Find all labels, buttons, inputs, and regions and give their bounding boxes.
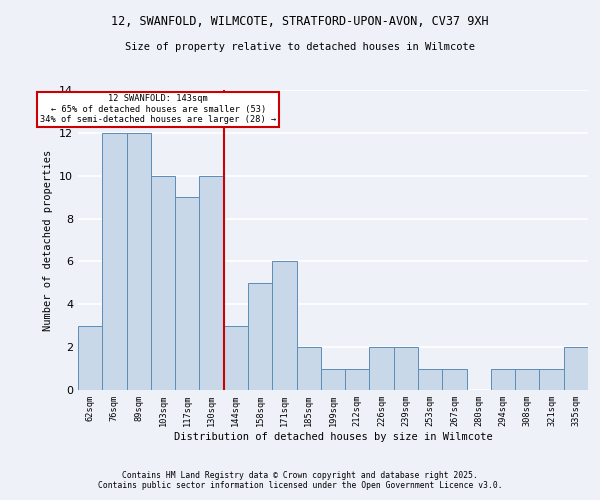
Bar [272,262,296,390]
Text: 12, SWANFOLD, WILMCOTE, STRATFORD-UPON-AVON, CV37 9XH: 12, SWANFOLD, WILMCOTE, STRATFORD-UPON-A… [111,15,489,28]
Text: 12 SWANFOLD: 143sqm
← 65% of detached houses are smaller (53)
34% of semi-detach: 12 SWANFOLD: 143sqm ← 65% of detached ho… [40,94,276,124]
Bar [248,283,272,390]
Bar [296,347,321,390]
X-axis label: Distribution of detached houses by size in Wilmcote: Distribution of detached houses by size … [173,432,493,442]
Bar [370,347,394,390]
Bar [321,368,345,390]
Bar [345,368,370,390]
Bar [418,368,442,390]
Bar [199,176,224,390]
Text: Contains HM Land Registry data © Crown copyright and database right 2025.
Contai: Contains HM Land Registry data © Crown c… [98,470,502,490]
Bar [515,368,539,390]
Bar [78,326,102,390]
Bar [564,347,588,390]
Bar [394,347,418,390]
Bar [151,176,175,390]
Y-axis label: Number of detached properties: Number of detached properties [43,150,53,330]
Bar [175,197,199,390]
Bar [539,368,564,390]
Bar [127,133,151,390]
Bar [491,368,515,390]
Bar [102,133,127,390]
Text: Size of property relative to detached houses in Wilmcote: Size of property relative to detached ho… [125,42,475,52]
Bar [442,368,467,390]
Bar [224,326,248,390]
